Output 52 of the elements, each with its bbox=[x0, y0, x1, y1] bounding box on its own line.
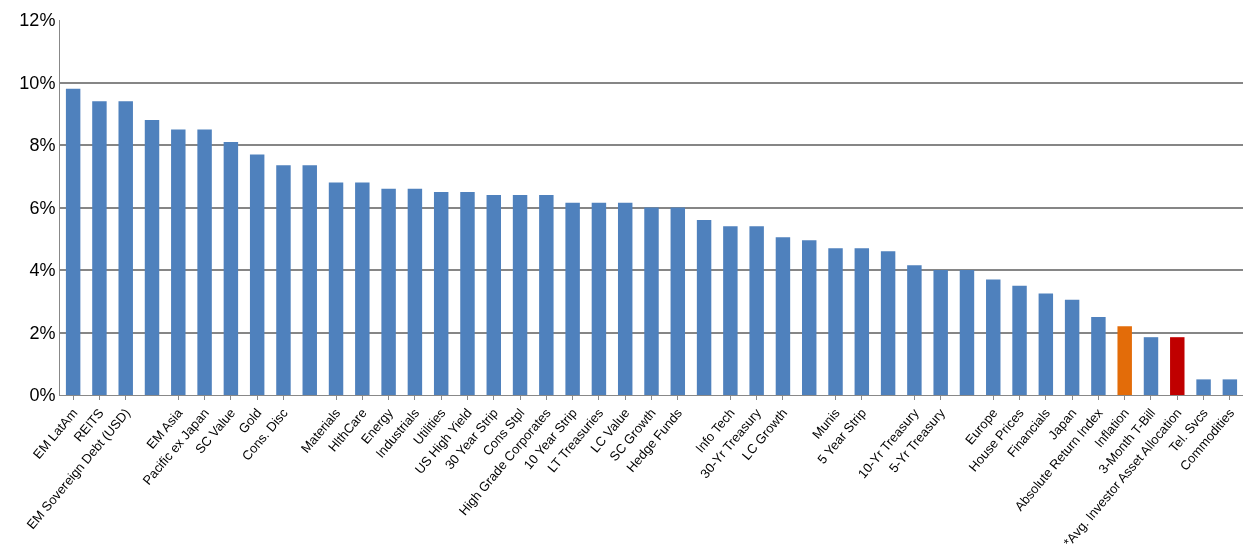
bar bbox=[828, 248, 843, 395]
bar bbox=[144, 120, 160, 395]
bar bbox=[249, 154, 265, 395]
y-tick-label: 10% bbox=[19, 72, 56, 93]
y-tick-label: 2% bbox=[29, 322, 56, 343]
bar bbox=[433, 191, 449, 395]
bar bbox=[92, 101, 107, 395]
bar bbox=[118, 101, 133, 395]
y-tick-label: 4% bbox=[29, 260, 56, 281]
bar bbox=[197, 129, 212, 395]
bar bbox=[65, 88, 81, 395]
y-tick-label: 12% bbox=[19, 10, 56, 31]
bar bbox=[460, 191, 475, 395]
bar bbox=[381, 188, 396, 395]
y-tick-label: 8% bbox=[29, 135, 56, 156]
bar bbox=[276, 165, 291, 395]
bar bbox=[670, 207, 686, 395]
bar bbox=[1064, 299, 1080, 395]
bar bbox=[328, 182, 344, 395]
bar bbox=[355, 182, 370, 395]
bar bbox=[1038, 293, 1054, 395]
bar bbox=[854, 248, 870, 395]
bar bbox=[512, 195, 528, 395]
bar bbox=[1117, 326, 1132, 395]
bar bbox=[1143, 337, 1159, 395]
bar bbox=[407, 188, 423, 395]
bar bbox=[1170, 337, 1185, 395]
bar bbox=[907, 265, 922, 395]
bar bbox=[617, 202, 633, 395]
bar bbox=[565, 202, 580, 395]
bar bbox=[302, 165, 317, 395]
bar bbox=[1196, 379, 1211, 395]
bar bbox=[986, 279, 1001, 395]
bar bbox=[486, 195, 501, 395]
bar bbox=[171, 129, 186, 395]
bar bbox=[1012, 285, 1027, 395]
bar bbox=[223, 141, 239, 395]
y-tick-label: 0% bbox=[29, 385, 56, 406]
bar bbox=[1222, 379, 1238, 395]
bar bbox=[749, 226, 764, 395]
bar bbox=[933, 270, 948, 395]
bar bbox=[696, 220, 712, 395]
bar bbox=[644, 207, 659, 395]
bar bbox=[775, 237, 791, 395]
y-tick-label: 6% bbox=[29, 197, 56, 218]
bar bbox=[1091, 316, 1106, 395]
bar bbox=[723, 226, 738, 395]
bar bbox=[539, 195, 554, 395]
bar bbox=[959, 270, 975, 395]
bar bbox=[880, 251, 896, 395]
bar bbox=[591, 202, 607, 395]
bar bbox=[802, 240, 817, 395]
